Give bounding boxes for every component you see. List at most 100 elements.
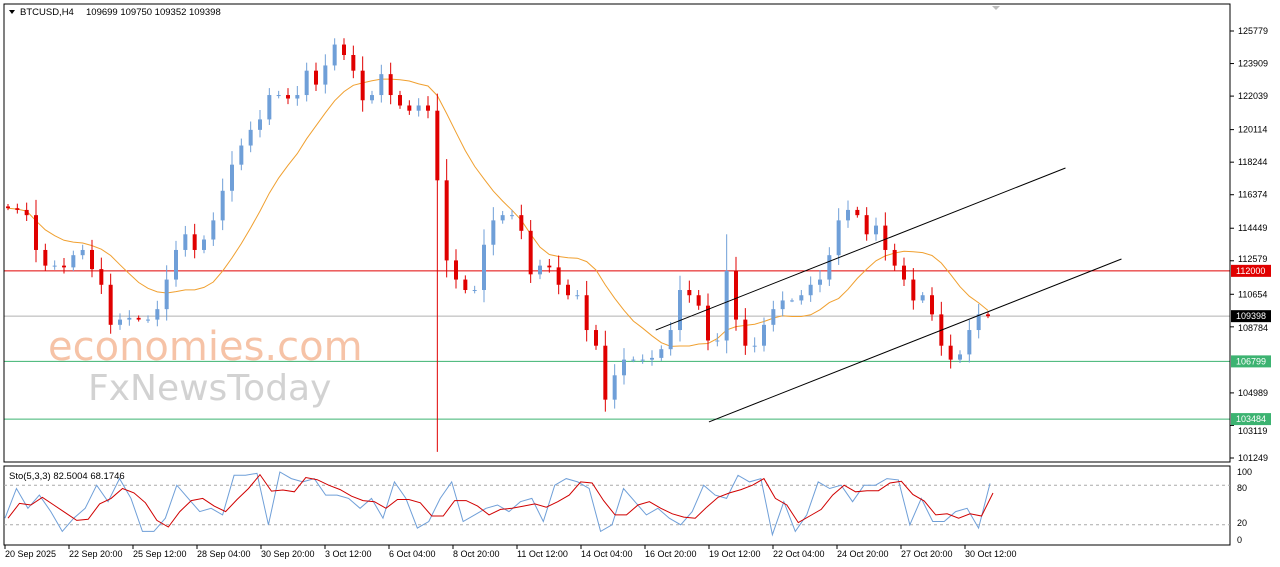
candle-bull — [724, 270, 729, 341]
price-tick-label: 112579 — [1238, 254, 1267, 264]
candle-bear — [902, 265, 906, 280]
stoch-main-line — [4, 471, 991, 537]
dropdown-triangle-icon[interactable] — [9, 10, 15, 14]
candle-bull — [575, 295, 580, 297]
price-tick-label: 114449 — [1238, 223, 1267, 233]
candle-bear — [687, 290, 692, 296]
scroll-marker-icon — [992, 6, 1000, 10]
candle-bear — [911, 279, 916, 301]
trend-channel[interactable] — [655, 167, 1122, 423]
stoch-tick-label: 20 — [1237, 518, 1247, 528]
candle-bull — [790, 300, 794, 302]
candle-bear — [743, 319, 748, 346]
stochastic-label: Sto(5,3,3) 82.5004 68.1746 — [9, 471, 125, 482]
watermark-logo: economies.com FxNewsToday — [48, 324, 363, 409]
stochastic-frame — [3, 465, 1231, 546]
candle-bear — [864, 215, 869, 235]
candle-bull — [500, 215, 505, 221]
price-tick-label: 101249 — [1238, 453, 1268, 463]
candle-bear — [435, 110, 440, 181]
stoch-tick-label: 0 — [1237, 535, 1242, 545]
candle-bull — [780, 300, 785, 310]
candle-bear — [519, 215, 524, 231]
candle-bear — [566, 284, 570, 296]
level-badge-label: 109398 — [1236, 311, 1266, 321]
candle-bull — [631, 359, 636, 361]
price-tick-label: 120114 — [1238, 125, 1267, 135]
candle-bull — [472, 290, 477, 292]
price-axis[interactable]: 125779 123909 122039 120114 118244 116374 1144… — [1230, 26, 1271, 545]
candle-bull — [370, 95, 374, 101]
candle-bull — [874, 225, 878, 235]
channel-lower-line[interactable] — [708, 258, 1122, 423]
time-axis[interactable]: 20 Sep 2025 22 Sep 20:00 25 Sep 12:00 28 Se… — [4, 545, 1017, 559]
candle-bear — [6, 206, 10, 209]
candle-bear — [99, 269, 104, 285]
ma-line — [7, 78, 989, 347]
candle-bull — [202, 239, 206, 250]
time-tick-label: 25 Sep 12:00 — [133, 549, 187, 559]
stochastic-indicator — [4, 471, 1230, 537]
level-badge-support — [1231, 355, 1271, 368]
candle-bull — [612, 375, 617, 400]
price-levels — [4, 270, 1230, 420]
candle-bull — [510, 215, 514, 217]
candle-bear — [360, 70, 365, 101]
time-tick-label: 16 Oct 20:00 — [645, 549, 697, 559]
candle-bear — [892, 249, 897, 266]
candle-bull — [155, 309, 160, 320]
candle-bull — [808, 284, 813, 296]
time-tick-label: 30 Sep 20:00 — [261, 549, 315, 559]
candle-bull — [640, 359, 645, 361]
candle-bear — [24, 209, 29, 216]
time-tick-label: 3 Oct 12:00 — [325, 549, 372, 559]
candle-bull — [752, 345, 757, 347]
price-tick-label: 103119 — [1238, 426, 1267, 436]
candle-bear — [528, 230, 533, 275]
candle-bull — [967, 330, 972, 355]
channel-upper-line[interactable] — [655, 167, 1066, 331]
candle-bull — [827, 255, 832, 280]
candle-bear — [706, 305, 710, 341]
price-tick-label: 123909 — [1238, 59, 1268, 69]
candle-bull — [771, 309, 776, 325]
candle-bear — [388, 74, 393, 96]
level-badge-label: 103484 — [1236, 414, 1266, 424]
watermark-fxnewstoday: FxNewsToday — [88, 368, 331, 409]
candle-bull — [248, 129, 253, 146]
candle-bull — [659, 349, 664, 358]
time-tick-label: 6 Oct 04:00 — [389, 549, 436, 559]
price-tick-label: 118244 — [1238, 157, 1267, 167]
candle-bull — [846, 209, 850, 221]
candle-bear — [556, 267, 561, 285]
candle-bull — [164, 279, 169, 310]
time-tick-label: 24 Oct 20:00 — [837, 549, 889, 559]
candle-bear — [930, 295, 934, 315]
candle-bear — [603, 345, 608, 400]
time-tick-label: 27 Oct 20:00 — [901, 549, 953, 559]
candle-bear — [43, 249, 48, 266]
candle-bull — [295, 95, 300, 99]
candle-bull — [332, 44, 337, 66]
main-chart-frame — [3, 3, 1231, 463]
candle-bull — [920, 295, 925, 301]
candle-bear — [696, 295, 701, 306]
candle-bull — [958, 354, 962, 360]
candle-bull — [304, 70, 309, 96]
candle-bear — [883, 225, 888, 250]
candle-bull — [836, 220, 841, 256]
watermark-economies: economies.com — [48, 324, 363, 370]
candle-bear — [108, 284, 113, 325]
candle-bull — [818, 279, 822, 285]
candle-bull — [650, 357, 654, 360]
symbol-label: BTCUSD,H4 — [20, 7, 74, 18]
stoch-tick-label: 80 — [1237, 483, 1247, 493]
candle-bear — [986, 314, 990, 317]
candle-bear — [855, 209, 860, 216]
candle-bear — [90, 249, 94, 270]
candle-bull — [715, 340, 720, 342]
candle-bull — [146, 319, 150, 321]
price-tick-label: 125779 — [1238, 26, 1268, 36]
